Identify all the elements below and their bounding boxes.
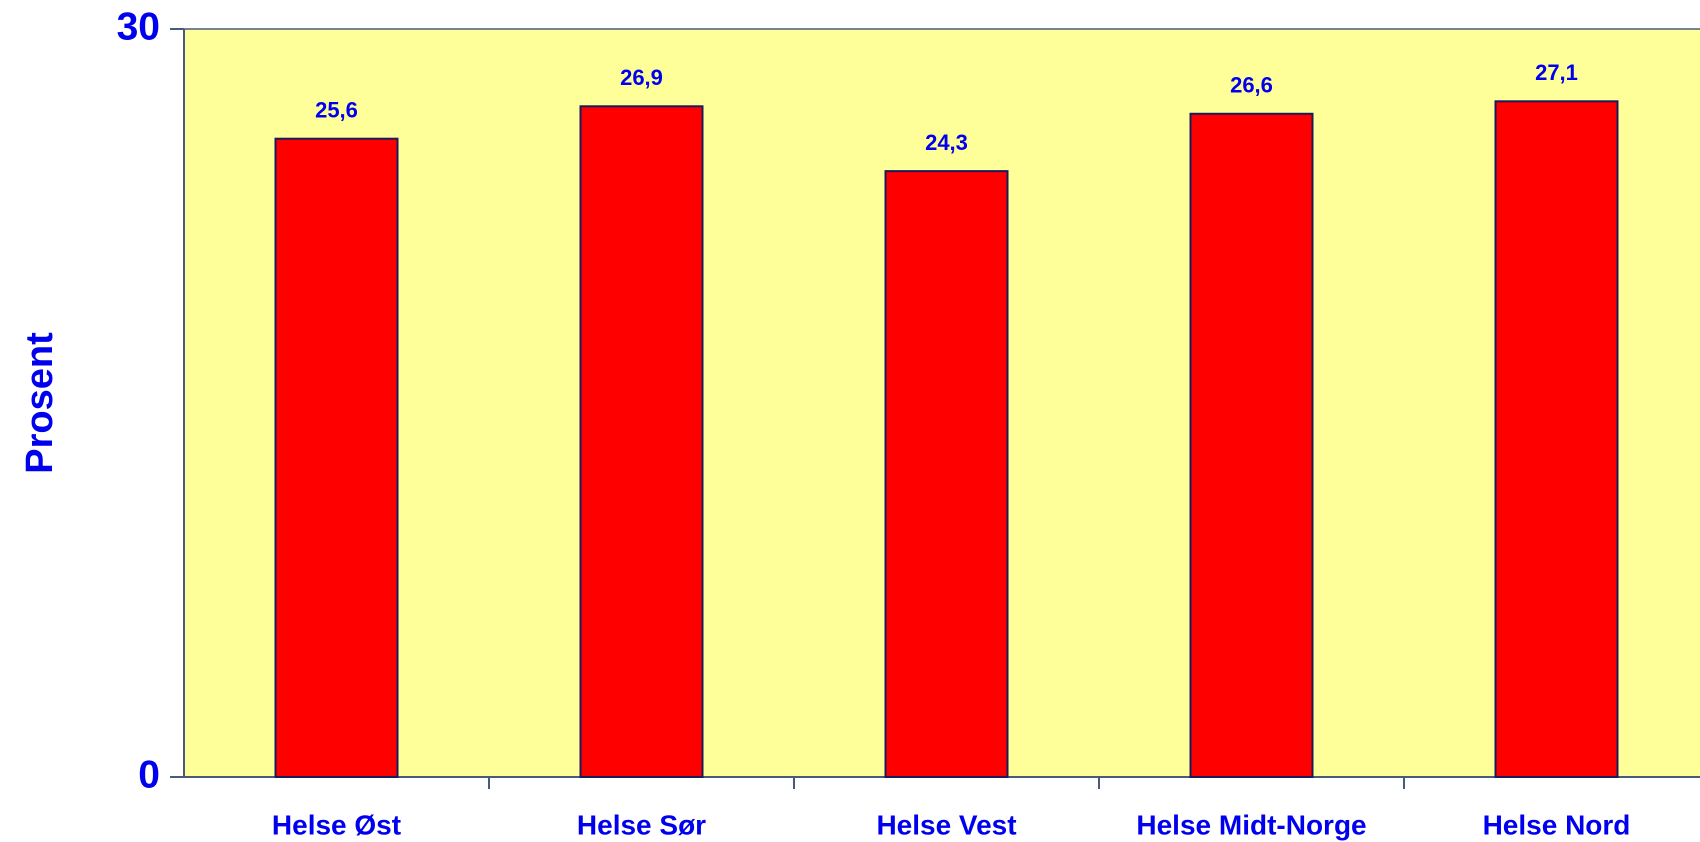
value-label: 27,1 (1535, 60, 1578, 85)
bar (1494, 100, 1619, 779)
value-label: 25,6 (315, 98, 358, 123)
bar (884, 170, 1009, 778)
x-tick-label: Helse Midt-Norge (1136, 809, 1366, 840)
x-tick-label: Helse Øst (272, 809, 401, 840)
bar (274, 137, 399, 778)
bar (1189, 112, 1314, 779)
value-label: 26,6 (1230, 73, 1273, 98)
y-tick-label: 30 (117, 5, 160, 48)
y-axis-label: Prosent (19, 332, 61, 474)
x-tick-label: Helse Sør (577, 809, 706, 840)
x-tick-label: Helse Nord (1483, 809, 1631, 840)
x-tick-label: Helse Vest (876, 809, 1016, 840)
y-tick-label: 0 (138, 753, 160, 796)
bar (579, 105, 704, 778)
value-label: 26,9 (620, 65, 663, 90)
value-label: 24,3 (925, 130, 968, 155)
